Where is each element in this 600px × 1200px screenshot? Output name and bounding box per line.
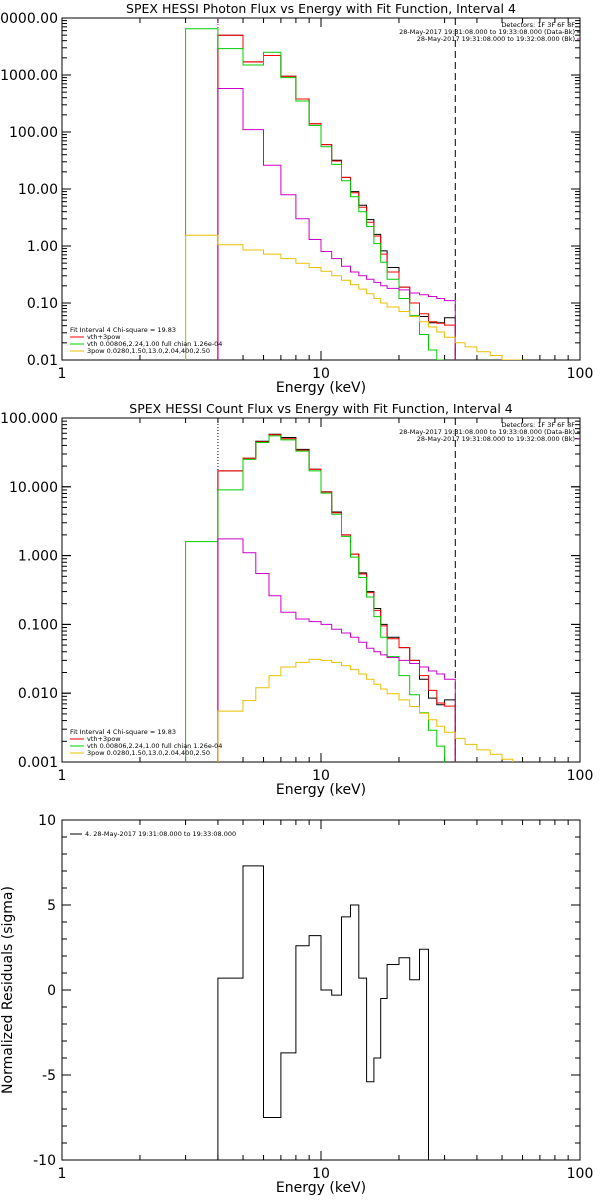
y-tick-label: -10 bbox=[33, 1153, 56, 1169]
x-tick-label: 10 bbox=[312, 768, 330, 784]
series-bk bbox=[217, 538, 456, 762]
x-axis-title: Energy (keV) bbox=[276, 380, 366, 396]
header-line: Detectors: 1F 3F 6F 8F bbox=[501, 421, 575, 429]
legend-label: vth 0.00806,2.24,1.00 full chian 1.26e-0… bbox=[87, 340, 222, 348]
x-tick-label: 100 bbox=[567, 366, 594, 382]
y-tick-label: 0.100 bbox=[18, 617, 58, 633]
y-tick-label: 100.00 bbox=[9, 125, 58, 141]
y-tick-label: -5 bbox=[42, 1068, 56, 1084]
y-tick-label: 10.00 bbox=[18, 182, 58, 198]
series-vth bbox=[185, 28, 445, 360]
x-tick-label: 10 bbox=[312, 1166, 330, 1182]
y-tick-label: 1.000 bbox=[18, 549, 58, 565]
fit-summary: Fit Interval 4 Chi-square = 19.83 bbox=[70, 728, 176, 736]
legend-label: vth+3pow bbox=[87, 333, 121, 341]
y-axis-title: Normalized Residuals (sigma) bbox=[0, 886, 16, 1094]
legend-label: vth+3pow bbox=[87, 735, 121, 743]
y-tick-label: 0.10 bbox=[27, 296, 58, 312]
header-line: 28-May-2017 19:31:08.000 to 19:32:08.000… bbox=[417, 435, 575, 443]
series-group bbox=[185, 433, 514, 762]
y-tick-label: 0.001 bbox=[18, 755, 58, 771]
x-tick-label: 1 bbox=[58, 366, 67, 382]
series-3pow bbox=[217, 658, 514, 762]
x-tick-label: 100 bbox=[567, 768, 594, 784]
y-tick-label: 0 bbox=[47, 983, 56, 999]
chart-title: SPEX HESSI Photon Flux vs Energy with Fi… bbox=[126, 1, 516, 16]
x-tick-label: 100 bbox=[567, 1166, 594, 1182]
y-tick-label: 1000.00 bbox=[0, 68, 58, 84]
plot-frame bbox=[61, 17, 581, 361]
x-axis-title: Energy (keV) bbox=[276, 782, 366, 798]
x-tick-label: 1 bbox=[58, 768, 67, 784]
series-vth bbox=[185, 435, 446, 762]
header-line: 28-May-2017 19:31:08.000 to 19:33:08.000… bbox=[399, 28, 575, 36]
y-tick-label: 100.000 bbox=[0, 411, 58, 427]
x-tick-label: 10 bbox=[312, 366, 330, 382]
legend-label: 3pow 0.0280,1.50,13.0,2.04,400,2.50 bbox=[87, 749, 210, 757]
header-line: Detectors: 1F 3F 6F 8F bbox=[501, 21, 575, 29]
series-group bbox=[217, 865, 429, 1160]
y-tick-label: 1.00 bbox=[27, 239, 58, 255]
series-bk bbox=[217, 88, 456, 360]
y-tick-label: 0.010 bbox=[18, 686, 58, 702]
fit-summary: Fit Interval 4 Chi-square = 19.83 bbox=[70, 326, 176, 334]
y-tick-label: 0.01 bbox=[27, 353, 58, 369]
series-3pow bbox=[185, 234, 523, 360]
panel-photon: 1 10 100 0.01 0.10 1.00 10.00 100.00 1000.00 1000… bbox=[0, 1, 593, 396]
series-4-28-may-2017-19-31-08-000-to-19-33-08-000 bbox=[217, 865, 429, 1160]
header-line: 28-May-2017 19:31:08.000 to 19:32:08.000… bbox=[417, 35, 575, 43]
series-group bbox=[185, 28, 523, 360]
x-tick-label: 1 bbox=[58, 1166, 67, 1182]
x-axis-title: Energy (keV) bbox=[276, 1180, 366, 1196]
chart-title: SPEX HESSI Count Flux vs Energy with Fit… bbox=[129, 401, 512, 416]
header-line: 28-May-2017 19:31:08.000 to 19:33:08.000… bbox=[399, 428, 575, 436]
y-tick-label: 10.000 bbox=[9, 480, 58, 496]
legend-label: 3pow 0.0280,1.50,13.0,2.04,400,2.50 bbox=[87, 347, 210, 355]
y-tick-label: 10000.00 bbox=[0, 11, 58, 27]
series-vth-3pow bbox=[217, 34, 456, 360]
legend-label: 4. 28-May-2017 19:31:08.000 to 19:33:08.… bbox=[85, 830, 236, 838]
y-tick-label: 5 bbox=[47, 898, 56, 914]
y-tick-label: 10 bbox=[38, 813, 56, 829]
legend-label: vth 0.00806,2.24,1.00 full chian 1.26e-0… bbox=[87, 742, 222, 750]
panel-count: 1 10 100 0.001 0.010 0.100 1.000 10.000 100.000 S… bbox=[0, 401, 593, 798]
